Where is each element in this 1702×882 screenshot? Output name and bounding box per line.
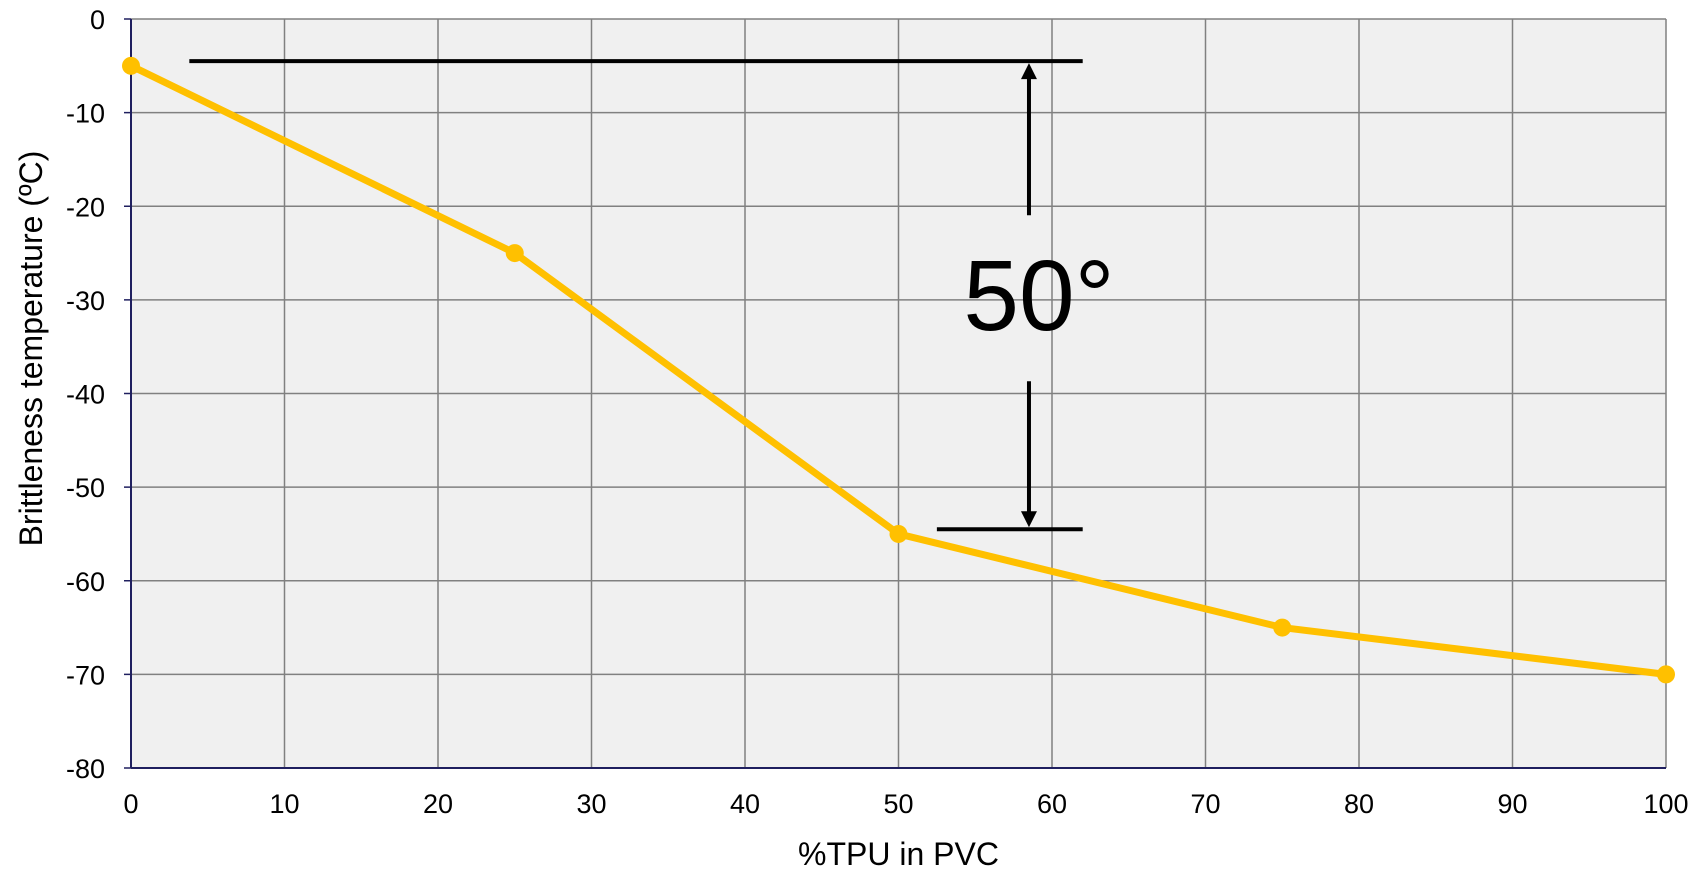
y-tick-label: -80 [66,754,105,784]
tick-labels: 0 10 20 30 40 50 60 70 80 90 100 0 -10 -20 -30 -40 -50 -6… [66,5,1689,819]
annotation-arrow-up-head [1020,63,1037,80]
y-tick-label: -20 [66,192,105,222]
x-tick-label: 10 [269,789,299,819]
x-tick-label: 60 [1037,789,1067,819]
x-tick-label: 100 [1643,789,1688,819]
x-tick-label: 20 [423,789,453,819]
annotation: 50° [189,59,1115,532]
y-tick-label: -50 [66,473,105,503]
x-tick-label: 40 [730,789,760,819]
x-tick-label: 30 [576,789,606,819]
y-tick-label: -10 [66,99,105,129]
y-tick-label: -40 [66,380,105,410]
x-tick-label: 0 [123,789,138,819]
y-tick-label: -70 [66,660,105,690]
data-point [1657,665,1675,684]
x-tick-label: 80 [1344,789,1374,819]
x-tick-label: 50 [883,789,913,819]
x-tick-label: 70 [1190,789,1220,819]
annotation-arrow-down-head [1020,511,1037,528]
y-tick-label: 0 [90,5,105,35]
x-tick-label: 90 [1497,789,1527,819]
data-point [122,56,140,75]
annotation-label: 50° [963,240,1114,352]
data-point [505,244,524,263]
data-point [1273,618,1292,637]
y-tick-label: -30 [66,286,105,316]
data-point [889,524,908,543]
axes [124,18,1666,769]
series [122,56,1675,684]
y-tick-label: -60 [66,567,105,597]
x-axis-title: %TPU in PVC [798,836,999,872]
y-axis-title: Brittleness temperature (ºC) [13,151,49,547]
